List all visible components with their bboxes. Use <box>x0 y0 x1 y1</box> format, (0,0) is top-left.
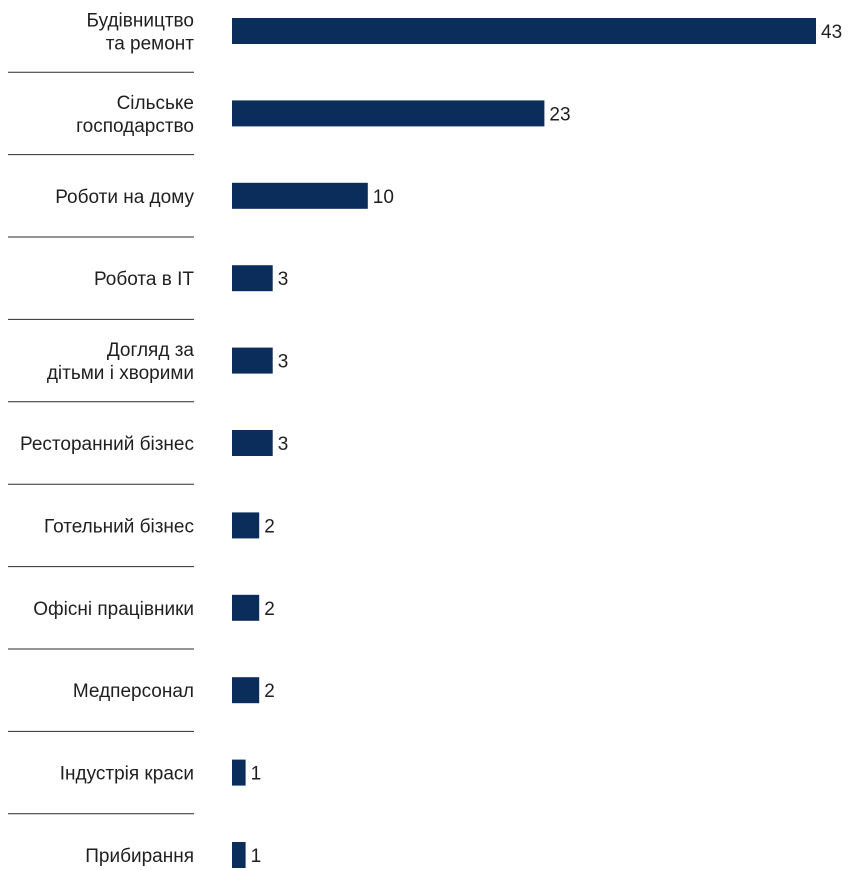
value-label: 3 <box>278 352 289 373</box>
bar <box>232 759 246 786</box>
value-label: 1 <box>251 764 262 785</box>
category-label: Офісні працівники <box>33 599 194 620</box>
value-label: 23 <box>549 104 570 125</box>
category-label-line: Будівництво <box>87 11 194 32</box>
bar <box>232 347 273 374</box>
category-label: Сільське господарство <box>76 93 194 137</box>
category-label: Будівництво та ремонт <box>87 11 195 55</box>
category-label: Догляд за дітьми і хворими <box>47 340 195 384</box>
category-label-line: Роботи на дому <box>55 187 194 208</box>
value-label: 3 <box>278 269 289 290</box>
bar <box>232 18 816 44</box>
bar <box>232 594 260 621</box>
value-label: 10 <box>373 187 394 208</box>
category-label-line: Сільське <box>117 93 194 114</box>
bar <box>232 512 260 539</box>
category-label: Готельний бізнес <box>44 516 194 537</box>
bars <box>232 18 816 868</box>
bar <box>232 430 273 456</box>
category-label: Ресторанний бізнес <box>20 434 194 455</box>
value-label: 1 <box>251 846 262 867</box>
category-label-line: Прибирання <box>85 846 194 867</box>
category-label-line: господарство <box>76 116 194 137</box>
category-label-line: Індустрія краси <box>60 764 194 785</box>
category-label: Роботи на дому <box>55 187 194 208</box>
value-label: 2 <box>264 516 275 537</box>
category-label: Медперсонал <box>73 681 194 702</box>
category-label: Прибирання <box>85 846 194 867</box>
bar <box>232 677 260 704</box>
category-label-line: Робота в IT <box>94 269 194 290</box>
category-label-line: Ресторанний бізнес <box>20 434 194 455</box>
category-label-line: Готельний бізнес <box>44 516 194 537</box>
bar <box>232 182 368 209</box>
category-label-line: Офісні працівники <box>33 599 194 620</box>
bar <box>232 100 545 127</box>
category-label-line: дітьми і хворими <box>47 363 194 384</box>
row-separators <box>8 71 194 815</box>
category-label: Індустрія краси <box>60 764 194 785</box>
value-label: 3 <box>278 434 289 455</box>
value-label: 43 <box>821 22 842 43</box>
category-label: Робота в IT <box>94 269 194 290</box>
value-label: 2 <box>264 681 275 702</box>
category-labels: Будівництво та ремонт Сільське господарство… <box>20 11 194 868</box>
category-label-line: Медперсонал <box>73 681 194 702</box>
category-label-line: та ремонт <box>106 34 195 55</box>
bar <box>232 265 273 292</box>
bar <box>232 842 246 868</box>
value-labels: 43 23 10 3 3 3 2 2 2 1 1 <box>251 22 843 867</box>
category-label-line: Догляд за <box>107 340 195 361</box>
value-label: 2 <box>264 599 275 620</box>
